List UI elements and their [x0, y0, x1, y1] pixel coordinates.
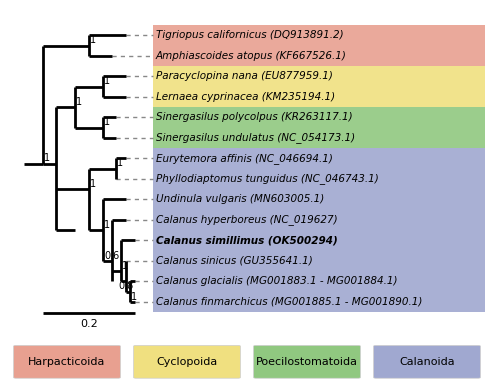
Text: 1: 1: [122, 261, 128, 271]
Text: 1: 1: [76, 97, 82, 107]
Text: Calanus finmarchicus (MG001885.1 - MG001890.1): Calanus finmarchicus (MG001885.1 - MG001…: [156, 297, 422, 307]
Text: Phyllodiaptomus tunguidus (NC_046743.1): Phyllodiaptomus tunguidus (NC_046743.1): [156, 173, 378, 184]
Bar: [153, 66, 485, 107]
Text: 1: 1: [104, 220, 110, 230]
Bar: [153, 107, 485, 148]
FancyBboxPatch shape: [254, 346, 360, 378]
Text: 1: 1: [118, 158, 124, 168]
Text: Calanus simillimus (OK500294): Calanus simillimus (OK500294): [156, 235, 338, 245]
Text: 1: 1: [131, 291, 137, 301]
Text: 0.2: 0.2: [80, 319, 98, 329]
Text: Paracyclopina nana (EU877959.1): Paracyclopina nana (EU877959.1): [156, 72, 332, 82]
Text: Sinergasilus undulatus (NC_054173.1): Sinergasilus undulatus (NC_054173.1): [156, 132, 354, 144]
Text: Cyclopoida: Cyclopoida: [156, 357, 218, 367]
Bar: [153, 25, 485, 66]
Text: Amphiascoides atopus (KF667526.1): Amphiascoides atopus (KF667526.1): [156, 51, 346, 61]
Text: Calanus hyperboreus (NC_019627): Calanus hyperboreus (NC_019627): [156, 214, 337, 225]
Text: Calanus sinicus (GU355641.1): Calanus sinicus (GU355641.1): [156, 256, 312, 266]
Text: Sinergasilus polycolpus (KR263117.1): Sinergasilus polycolpus (KR263117.1): [156, 113, 352, 122]
Text: 0.8: 0.8: [118, 281, 134, 291]
Text: Lernaea cyprinacea (KM235194.1): Lernaea cyprinacea (KM235194.1): [156, 92, 334, 102]
FancyBboxPatch shape: [374, 346, 480, 378]
Text: Poecilostomatoida: Poecilostomatoida: [256, 357, 358, 367]
Bar: [153, 148, 485, 312]
Text: 1: 1: [44, 153, 50, 163]
Text: 1: 1: [90, 35, 96, 45]
Text: Calanus glacialis (MG001883.1 - MG001884.1): Calanus glacialis (MG001883.1 - MG001884…: [156, 276, 397, 286]
Text: Undinula vulgaris (MN603005.1): Undinula vulgaris (MN603005.1): [156, 194, 324, 204]
FancyBboxPatch shape: [14, 346, 120, 378]
FancyBboxPatch shape: [134, 346, 240, 378]
Text: Harpacticoida: Harpacticoida: [28, 357, 106, 367]
Text: 1: 1: [104, 117, 110, 127]
Text: 1: 1: [90, 179, 96, 189]
Text: Calanoida: Calanoida: [399, 357, 455, 367]
Text: Eurytemora affinis (NC_046694.1): Eurytemora affinis (NC_046694.1): [156, 153, 332, 164]
Text: 1: 1: [104, 76, 110, 86]
Text: Tigriopus californicus (DQ913891.2): Tigriopus californicus (DQ913891.2): [156, 31, 343, 41]
Text: 0.6: 0.6: [105, 250, 120, 260]
